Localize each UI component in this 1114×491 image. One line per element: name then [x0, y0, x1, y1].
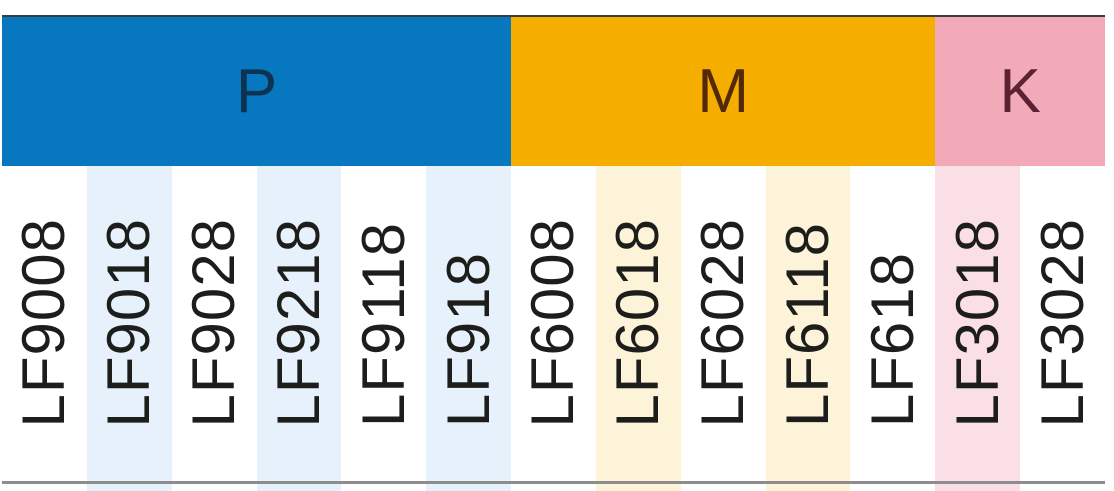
column-label: LF9118: [349, 221, 417, 427]
column-label: LF9008: [10, 217, 78, 428]
column-lf3018: LF3018: [935, 166, 1021, 491]
column-lf9028: LF9028: [171, 166, 257, 491]
table-bottom-border: [2, 481, 1105, 484]
column-label: LF6028: [689, 217, 757, 428]
column-lf9008: LF9008: [2, 166, 87, 491]
column-label: LF918: [434, 251, 502, 427]
column-lf9218: LF9218: [256, 166, 342, 491]
column-label: LF9018: [95, 217, 163, 428]
table-top-border: [2, 15, 1105, 17]
column-label: LF6118: [774, 221, 842, 427]
column-label: LF3028: [1028, 217, 1096, 428]
column-lf6018: LF6018: [595, 166, 681, 491]
column-lf9018: LF9018: [86, 166, 172, 491]
group-header-k: K: [935, 17, 1105, 166]
group-label-m: M: [697, 56, 749, 126]
model-columns-row: LF9008 LF9018 LF9028 LF9218 LF9118 LF918…: [2, 166, 1105, 491]
column-lf3028: LF3028: [1020, 166, 1105, 491]
column-lf6008: LF6008: [511, 166, 596, 491]
column-label: LF9218: [264, 217, 332, 428]
column-label: LF9028: [180, 217, 248, 428]
group-header-p: P: [2, 17, 512, 166]
group-label-p: P: [235, 56, 278, 126]
column-lf6028: LF6028: [680, 166, 766, 491]
series-header-row: P M K: [2, 17, 1105, 166]
column-label: LF3018: [943, 217, 1011, 428]
group-header-m: M: [511, 17, 936, 166]
group-label-k: K: [999, 56, 1041, 126]
column-lf6118: LF6118: [765, 166, 851, 491]
column-lf9118: LF9118: [341, 166, 427, 491]
column-label: LF6008: [519, 217, 587, 428]
column-lf918: LF918: [426, 166, 512, 491]
column-lf618: LF618: [850, 166, 936, 491]
column-label: LF618: [858, 251, 926, 427]
column-label: LF6018: [604, 217, 672, 428]
